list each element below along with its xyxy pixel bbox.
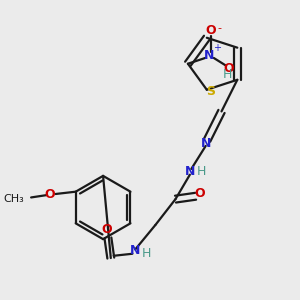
Text: O: O: [224, 61, 234, 74]
Text: O: O: [206, 24, 216, 37]
Text: O: O: [101, 223, 112, 236]
Text: N: N: [185, 165, 195, 178]
Text: N: N: [200, 136, 211, 150]
Text: O: O: [195, 187, 205, 200]
Text: +: +: [214, 43, 221, 53]
Text: O: O: [44, 188, 55, 201]
Text: H: H: [223, 68, 232, 80]
Text: CH₃: CH₃: [3, 194, 24, 204]
Text: N: N: [130, 244, 140, 257]
Text: N: N: [204, 49, 215, 62]
Text: H: H: [197, 165, 206, 178]
Text: -: -: [218, 23, 221, 33]
Text: H: H: [142, 247, 152, 260]
Text: S: S: [207, 85, 216, 98]
